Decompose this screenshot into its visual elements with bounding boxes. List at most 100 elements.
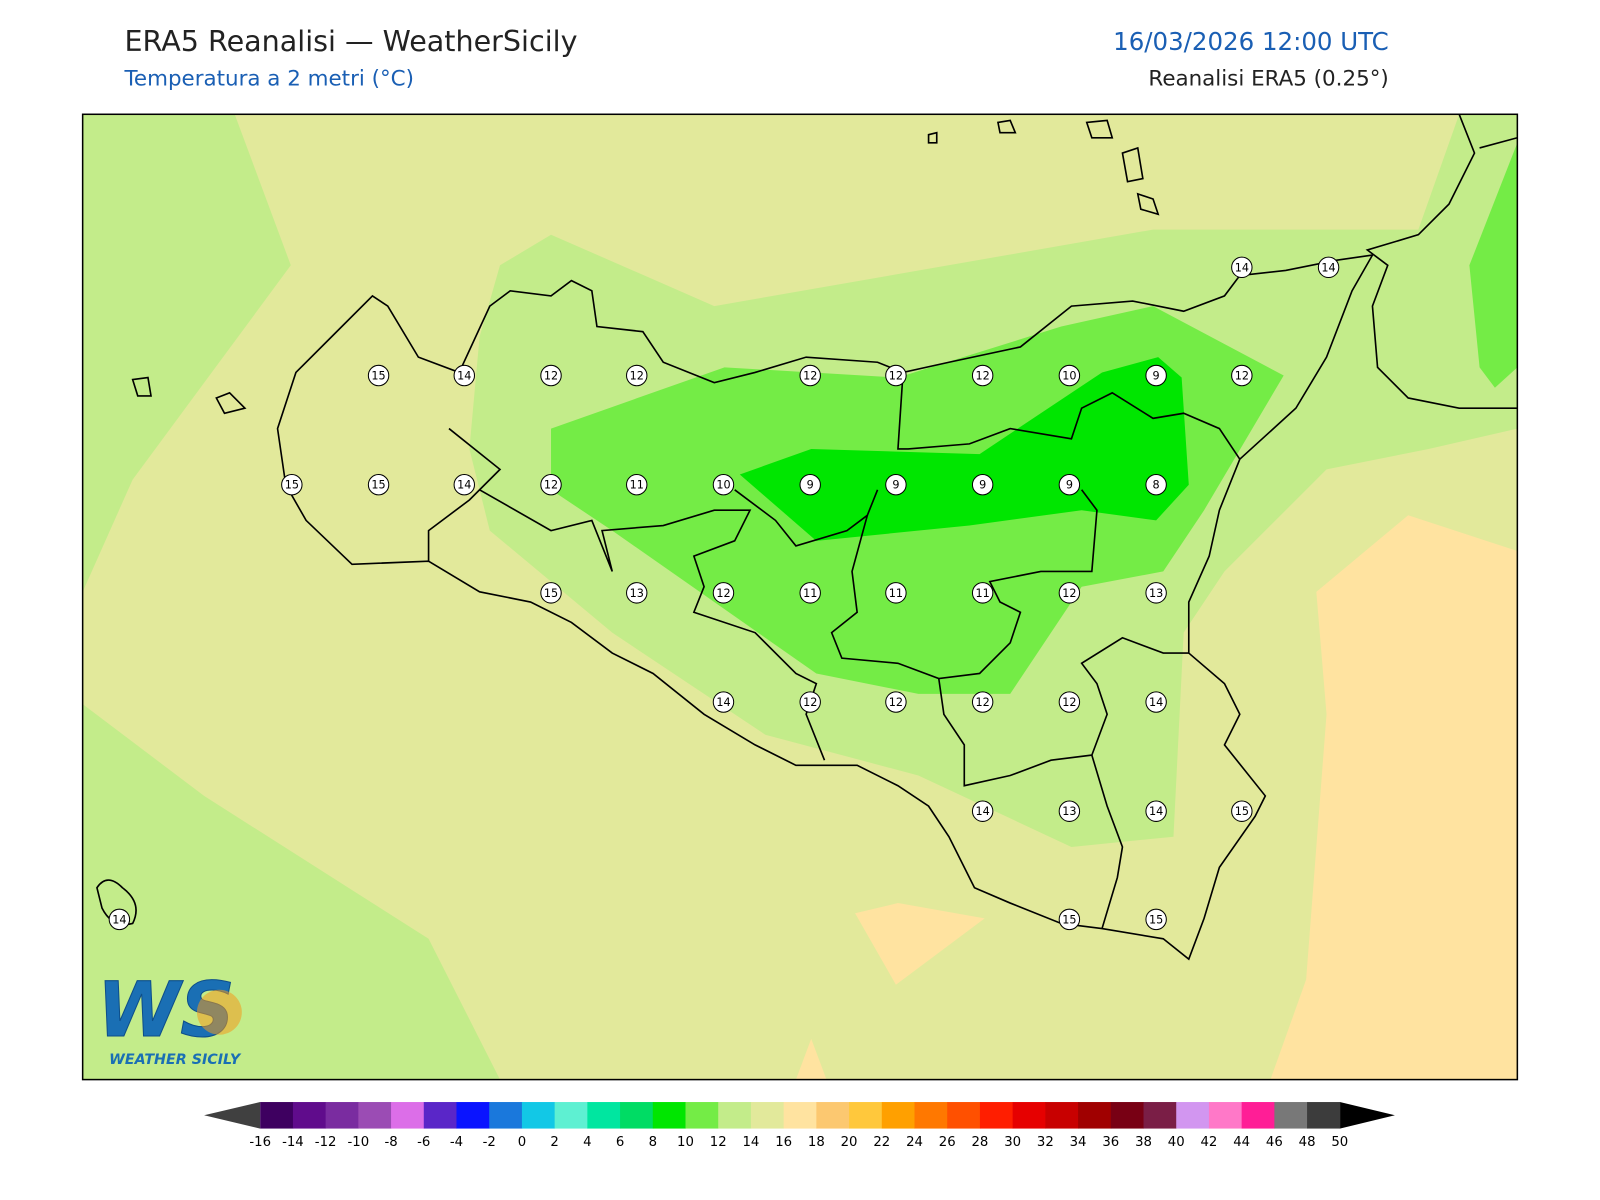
station-value: 11	[976, 587, 990, 600]
colorbar-tick-label: -4	[450, 1135, 463, 1150]
colorbar-tick-label: 8	[649, 1135, 657, 1150]
station-value: 14	[1149, 696, 1163, 709]
colorbar-tick-label: 50	[1331, 1135, 1348, 1150]
colorbar-tick-label: -12	[315, 1135, 337, 1150]
station-value: 8	[1153, 479, 1160, 492]
station-marker	[453, 473, 475, 496]
colorbar-tick-label: -2	[483, 1135, 496, 1150]
station-marker	[885, 582, 907, 604]
colorbar-swatch	[456, 1102, 490, 1129]
colorbar-tick-label: 40	[1168, 1135, 1185, 1150]
station-value: 15	[1149, 913, 1163, 926]
colorbar-tick-label: -6	[417, 1135, 430, 1150]
colorbar-tick-label: 24	[906, 1135, 923, 1150]
station-marker	[885, 691, 907, 713]
station-marker	[367, 364, 390, 387]
station-marker	[1145, 800, 1167, 822]
logo-sun	[196, 989, 242, 1035]
colorbar-swatch	[750, 1102, 785, 1129]
station-marker	[626, 473, 648, 496]
station-value: 12	[544, 370, 558, 383]
station-marker	[885, 364, 907, 387]
colorbar-swatch	[1045, 1102, 1079, 1129]
colorbar-swatch	[1078, 1102, 1112, 1129]
colorbar-tick-label: 10	[677, 1135, 694, 1150]
field-area	[1469, 142, 1518, 388]
colorbar-swatch	[1143, 1102, 1177, 1129]
station-marker	[799, 473, 821, 496]
station-value: 14	[1321, 261, 1335, 274]
colorbar-tick-label: 36	[1102, 1135, 1119, 1150]
station-marker	[712, 582, 735, 604]
colorbar-tick-label: -8	[384, 1135, 397, 1150]
datetime: 16/03/2026 12:00 UTC	[1113, 27, 1389, 56]
colorbar-swatch	[489, 1102, 523, 1129]
station-marker	[1145, 473, 1167, 496]
station-marker	[108, 908, 131, 931]
station-value: 14	[716, 696, 730, 709]
station-marker	[971, 473, 994, 496]
colorbar-swatch	[979, 1102, 1014, 1129]
colorbar-swatch	[1012, 1102, 1046, 1129]
station-value: 9	[979, 479, 986, 492]
station-value: 12	[1235, 370, 1249, 383]
colorbar-tick-label: 48	[1299, 1135, 1316, 1150]
station-value: 12	[630, 370, 644, 383]
colorbar-swatch	[1176, 1102, 1210, 1129]
station-marker	[1145, 364, 1167, 387]
station-value: 13	[630, 587, 644, 600]
colorbar-swatch	[292, 1102, 327, 1129]
colorbar-swatch	[783, 1102, 817, 1129]
station-value: 9	[892, 479, 899, 492]
station-value: 12	[803, 696, 817, 709]
station-marker	[1317, 256, 1340, 279]
station-marker	[1231, 256, 1253, 279]
field-area	[82, 704, 500, 1080]
colorbar-swatch	[816, 1102, 850, 1129]
station-marker	[367, 473, 390, 496]
colorbar-tick-label: 22	[873, 1135, 890, 1150]
temperature-field	[82, 114, 1518, 1080]
colorbar-tick-label: -10	[348, 1135, 370, 1150]
station-marker	[1058, 691, 1081, 713]
station-marker	[712, 691, 735, 713]
station-marker	[799, 364, 821, 387]
station-value: 9	[1066, 479, 1073, 492]
station-marker	[1145, 691, 1167, 713]
colorbar-swatch	[685, 1102, 719, 1129]
station-marker	[1231, 800, 1253, 822]
station-value: 14	[112, 913, 126, 926]
station-value: 10	[1062, 370, 1076, 383]
station-value: 11	[889, 587, 903, 600]
station-labels: 15 14 12 12 12 12 12 10 9 12 15 15 14 12 11 10 9 9 9 9 8 15 13…	[108, 256, 1340, 931]
station-marker	[540, 473, 562, 496]
colorbar-swatch	[1110, 1102, 1145, 1129]
colorbar-tick-label: 0	[518, 1135, 526, 1150]
colorbar-swatch	[652, 1102, 687, 1129]
colorbar-swatch	[718, 1102, 752, 1129]
station-marker	[626, 364, 648, 387]
colorbar-swatch	[914, 1102, 948, 1129]
colorbar-tick-label: 16	[775, 1135, 792, 1150]
colorbar-swatch	[881, 1102, 916, 1129]
station-value: 9	[1153, 370, 1160, 383]
colorbar-tick-label: 14	[742, 1135, 759, 1150]
station-value: 14	[457, 479, 471, 492]
colorbar-tick-label: 32	[1037, 1135, 1054, 1150]
station-value: 13	[1062, 805, 1076, 818]
station-marker	[1058, 473, 1081, 496]
colorbar-tick-label: 2	[550, 1135, 558, 1150]
station-marker	[1058, 582, 1081, 604]
logo-text: WEATHER SICILY	[109, 1052, 242, 1068]
colorbar-swatch	[391, 1102, 425, 1129]
station-value: 14	[457, 370, 471, 383]
colorbar-over	[1339, 1102, 1395, 1129]
station-value: 10	[716, 479, 730, 492]
station-value: 15	[285, 479, 299, 492]
station-value: 12	[976, 696, 990, 709]
colorbar-swatch	[554, 1102, 588, 1129]
colorbar-tick-label: 12	[710, 1135, 727, 1150]
colorbar-tick-label: 42	[1200, 1135, 1217, 1150]
colorbar-swatch	[521, 1102, 556, 1129]
